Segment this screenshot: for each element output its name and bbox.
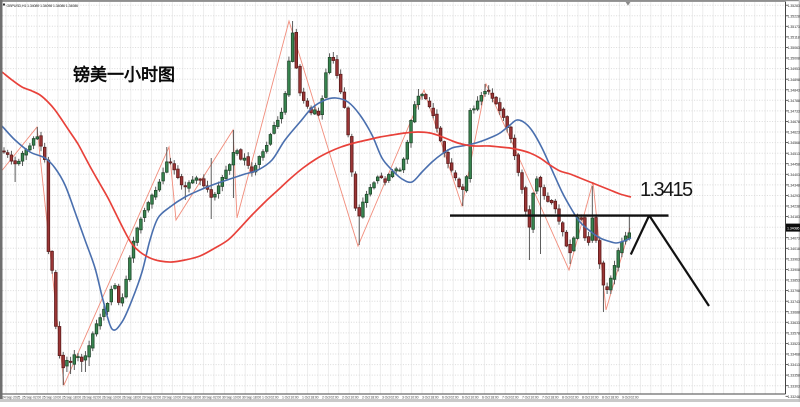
- svg-text:1.35118: 1.35118: [788, 36, 800, 40]
- svg-text:29 Sep 02:00: 29 Sep 02:00: [142, 396, 161, 400]
- svg-text:6 Oct 02:00: 6 Oct 02:00: [442, 396, 459, 400]
- svg-text:1.34238: 1.34238: [788, 205, 800, 209]
- svg-text:30 Sep 18:00: 30 Sep 18:00: [242, 396, 261, 400]
- svg-text:镑美一小时图: 镑美一小时图: [73, 65, 175, 85]
- svg-text:8 Oct 02:00: 8 Oct 02:00: [562, 396, 579, 400]
- svg-text:7 Oct 02:00: 7 Oct 02:00: [502, 396, 519, 400]
- svg-text:25 Sep 10:00: 25 Sep 10:00: [42, 396, 61, 400]
- svg-text:1.33358: 1.33358: [788, 374, 800, 378]
- svg-text:30 Sep 10:00: 30 Sep 10:00: [222, 396, 241, 400]
- svg-text:1.34183: 1.34183: [788, 215, 800, 219]
- svg-text:6 Oct 18:00: 6 Oct 18:00: [482, 396, 499, 400]
- svg-text:25 Sep 02:00: 25 Sep 02:00: [22, 396, 41, 400]
- svg-text:1.33908: 1.33908: [788, 268, 800, 272]
- svg-text:1.34073: 1.34073: [788, 236, 800, 240]
- svg-text:1.35008: 1.35008: [788, 57, 800, 61]
- svg-text:29 Sep 18:00: 29 Sep 18:00: [182, 396, 201, 400]
- svg-text:3 Oct 10:00: 3 Oct 10:00: [402, 396, 419, 400]
- svg-text:1.34458: 1.34458: [788, 162, 800, 166]
- svg-text:1.3415: 1.3415: [640, 179, 693, 201]
- svg-text:1.33468: 1.33468: [788, 353, 800, 357]
- svg-text:1 Oct 10:00: 1 Oct 10:00: [282, 396, 299, 400]
- svg-text:1.34403: 1.34403: [788, 173, 800, 177]
- svg-text:1.33523: 1.33523: [788, 342, 800, 346]
- svg-text:6 Oct 10:00: 6 Oct 10:00: [462, 396, 479, 400]
- svg-text:1.34348: 1.34348: [788, 184, 800, 188]
- svg-text:2 Oct 02:00: 2 Oct 02:00: [322, 396, 339, 400]
- svg-text:1.33743: 1.33743: [788, 300, 800, 304]
- svg-text:1.33963: 1.33963: [788, 258, 800, 262]
- svg-text:1.34843: 1.34843: [788, 88, 800, 92]
- svg-text:1.34898: 1.34898: [788, 78, 800, 82]
- svg-text:7 Oct 18:00: 7 Oct 18:00: [542, 396, 559, 400]
- svg-text:1 Oct 02:00: 1 Oct 02:00: [262, 396, 279, 400]
- svg-text:1.34623: 1.34623: [788, 131, 800, 135]
- svg-text:1.34513: 1.34513: [788, 152, 800, 156]
- svg-text:26 Sep 18:00: 26 Sep 18:00: [122, 396, 141, 400]
- svg-text:8 Oct 18:00: 8 Oct 18:00: [602, 396, 619, 400]
- svg-text:29 Sep 10:00: 29 Sep 10:00: [162, 396, 181, 400]
- svg-text:1.34733: 1.34733: [788, 110, 800, 114]
- svg-text:26 Sep 10:00: 26 Sep 10:00: [102, 396, 121, 400]
- svg-text:1.33853: 1.33853: [788, 279, 800, 283]
- svg-text:1 Oct 18:00: 1 Oct 18:00: [302, 396, 319, 400]
- svg-text:GBPUSD,H1 1.34089 1.34098 1.3: GBPUSD,H1 1.34089 1.34098 1.34086 1.3408…: [7, 4, 78, 8]
- svg-text:8 Oct 10:00: 8 Oct 10:00: [582, 396, 599, 400]
- svg-text:2 Oct 10:00: 2 Oct 10:00: [342, 396, 359, 400]
- svg-text:30 Sep 02:00: 30 Sep 02:00: [202, 396, 221, 400]
- svg-text:1.33248: 1.33248: [788, 395, 800, 399]
- svg-text:1.34086: 1.34086: [787, 226, 799, 230]
- svg-text:3 Oct 18:00: 3 Oct 18:00: [422, 396, 439, 400]
- svg-text:26 Sep 02:00: 26 Sep 02:00: [82, 396, 101, 400]
- svg-text:1.35228: 1.35228: [788, 14, 800, 18]
- svg-text:1.35173: 1.35173: [788, 25, 800, 29]
- svg-text:7 Oct 10:00: 7 Oct 10:00: [522, 396, 539, 400]
- svg-text:1.33688: 1.33688: [788, 310, 800, 314]
- svg-text:1.34293: 1.34293: [788, 194, 800, 198]
- svg-text:1.34568: 1.34568: [788, 141, 800, 145]
- svg-text:1.34678: 1.34678: [788, 120, 800, 124]
- svg-text:1.34788: 1.34788: [788, 99, 800, 103]
- svg-text:1.33798: 1.33798: [788, 289, 800, 293]
- svg-text:1.33578: 1.33578: [788, 332, 800, 336]
- svg-text:2 Oct 18:00: 2 Oct 18:00: [362, 396, 379, 400]
- svg-text:1.35063: 1.35063: [788, 46, 800, 50]
- svg-text:1.35283: 1.35283: [788, 4, 800, 8]
- svg-text:24 Sep 2025: 24 Sep 2025: [2, 396, 20, 400]
- svg-text:1.34953: 1.34953: [788, 67, 800, 71]
- svg-text:1.33413: 1.33413: [788, 363, 800, 367]
- svg-text:9 Oct 02:00: 9 Oct 02:00: [622, 396, 639, 400]
- svg-text:25 Sep 18:00: 25 Sep 18:00: [62, 396, 81, 400]
- svg-text:1.33303: 1.33303: [788, 384, 800, 388]
- svg-text:1.33633: 1.33633: [788, 321, 800, 325]
- svg-text:1.34018: 1.34018: [788, 247, 800, 251]
- svg-text:3 Oct 02:00: 3 Oct 02:00: [382, 396, 399, 400]
